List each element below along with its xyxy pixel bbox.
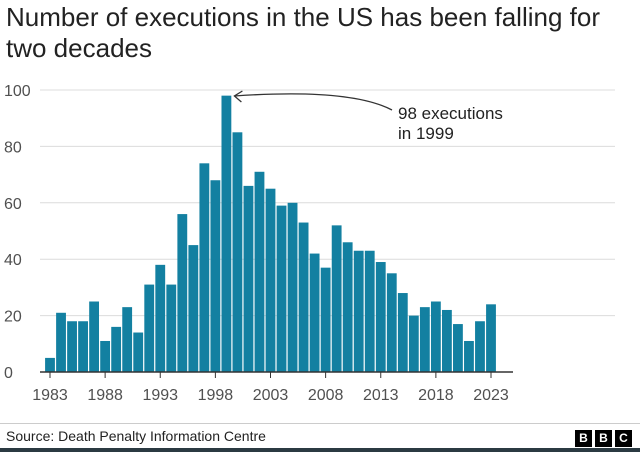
- annotation-arrow: [234, 93, 393, 111]
- y-tick-label: 80: [4, 139, 22, 156]
- y-tick-label: 60: [4, 196, 22, 213]
- bar-2022: [475, 321, 485, 372]
- bar-2009: [331, 225, 342, 372]
- bar-2011: [353, 250, 364, 372]
- bar-1994: [166, 284, 177, 372]
- bar-2007: [309, 253, 320, 372]
- x-tick-label: 2008: [308, 387, 344, 404]
- bar-2023: [486, 304, 496, 372]
- bar-2006: [298, 222, 309, 372]
- bar-1988: [100, 340, 111, 372]
- x-tick-label: 1998: [198, 387, 234, 404]
- bar-1999: [221, 95, 232, 372]
- annotation-text: in 1999: [398, 124, 454, 143]
- bar-2021: [464, 340, 474, 372]
- bar-1998: [210, 180, 221, 372]
- y-tick-label: 40: [4, 252, 22, 269]
- bar-2015: [397, 293, 408, 372]
- bar-2017: [419, 307, 430, 372]
- bar-1993: [155, 264, 166, 372]
- bar-2019: [441, 309, 452, 372]
- bar-1985: [67, 321, 77, 372]
- bar-1987: [89, 301, 100, 372]
- arrowhead-icon: [233, 90, 243, 103]
- bar-2002: [254, 171, 265, 372]
- annotation-text: 98 executions: [398, 104, 503, 123]
- source-note: Source: Death Penalty Information Centre: [6, 428, 266, 444]
- bar-2018: [430, 301, 441, 372]
- bar-1996: [188, 245, 199, 372]
- x-tick-label: 1993: [142, 387, 178, 404]
- bar-2010: [342, 242, 353, 372]
- bar-1995: [177, 214, 188, 372]
- bar-1989: [111, 326, 122, 372]
- bar-1990: [122, 307, 133, 372]
- bar-2020: [453, 324, 463, 372]
- divider: [0, 423, 640, 424]
- bar-2014: [386, 273, 397, 372]
- y-tick-label: 100: [4, 83, 31, 100]
- y-tick-label: 20: [4, 309, 22, 326]
- bar-2008: [320, 267, 331, 372]
- x-tick-label: 2013: [363, 387, 399, 404]
- x-tick-label: 2003: [253, 387, 289, 404]
- bar-1997: [199, 163, 210, 372]
- chart-title: Number of executions in the US has been …: [6, 2, 601, 63]
- bottom-bar: [0, 448, 640, 452]
- bar-2000: [232, 132, 243, 372]
- bar-1992: [144, 284, 155, 372]
- bar-1983: [45, 357, 55, 372]
- x-tick-label: 2018: [418, 387, 454, 404]
- x-tick-label: 1988: [87, 387, 123, 404]
- bar-2016: [408, 315, 419, 372]
- x-tick-label: 1983: [32, 387, 68, 404]
- bar-2005: [287, 202, 298, 372]
- bar-2013: [375, 262, 386, 372]
- bar-2001: [243, 185, 254, 372]
- bar-2003: [265, 188, 276, 372]
- bar-2004: [276, 205, 287, 372]
- x-tick-label: 2023: [473, 387, 509, 404]
- y-tick-label: 0: [4, 365, 13, 382]
- bar-1991: [133, 332, 144, 372]
- bar-1986: [78, 321, 88, 372]
- bar-2012: [364, 250, 375, 372]
- bar-1984: [56, 312, 66, 372]
